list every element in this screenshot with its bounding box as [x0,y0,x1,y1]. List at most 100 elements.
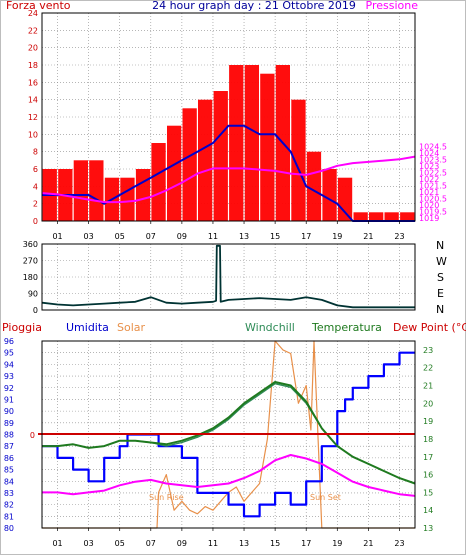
humidity-frame [41,340,416,529]
humidity-title: Umidita [66,321,109,334]
temperature-ytick-21: 21 [423,382,433,391]
wind-gust-bar-20 [353,212,368,221]
rain-zero-label: 0 [30,431,35,440]
wind-gust-bar-5 [120,177,135,221]
solar-line [42,340,415,529]
wind-xtick-19: 19 [332,232,342,241]
pressure-ytick-1024: 1024 [419,149,439,158]
humidity-ytick-92: 92 [4,384,14,393]
pressure-title: Pressione [366,0,419,12]
direction-label-n-bottom: N [436,303,444,316]
temperature-ytick-14: 14 [423,506,433,515]
wind-gust-bar-19 [337,177,353,221]
humidity-ytick-96: 96 [4,337,14,346]
pressure-ytick-1024.5: 1024.5 [419,142,447,151]
temperature-ytick-19: 19 [423,417,433,426]
wind-gust-bar-12 [229,65,244,221]
wind-xtick-11: 11 [208,232,218,241]
wind-xtick-23: 23 [394,232,404,241]
wind-ytick-10: 10 [28,130,38,139]
wind-speed-title: Forza vento [6,0,71,12]
temperature-line [42,381,416,485]
humidity-xtick-23: 23 [394,539,404,548]
wind-gust-bar-22 [384,212,399,221]
temperature-ytick-17: 17 [423,453,433,462]
humidity-xtick-11: 11 [208,539,218,548]
temperature-ytick-22: 22 [423,364,433,373]
wind-xtick-07: 07 [146,232,156,241]
pressure-ytick-1021.5: 1021.5 [419,181,447,190]
direction-label-e: E [437,287,444,300]
pressure-ytick-1020: 1020 [419,201,439,210]
humidity-xtick-05: 05 [115,539,125,548]
wind-gust-bar-16 [291,99,306,221]
direction-label-s: S [437,271,444,284]
wind-xtick-15: 15 [270,232,280,241]
wind-ytick-14: 14 [28,96,38,105]
wind-ytick-12: 12 [28,113,38,122]
direction-ytick-90: 90 [28,290,38,299]
wind-gust-bar-3 [89,160,104,221]
direction-label-n-top: N [436,239,444,252]
sunrise-label: Sun Rise [149,493,184,502]
wind-gust-bar-23 [400,212,415,221]
direction-line [41,244,415,309]
wind-xtick-13: 13 [239,232,249,241]
pressure-ytick-1022: 1022 [419,175,439,184]
wind-gust-bar-2 [73,160,88,221]
wind-xtick-01: 01 [52,232,62,241]
temperature-ytick-13: 13 [423,524,433,533]
wind-xtick-03: 03 [84,232,94,241]
direction-label-w: W [436,255,447,268]
humidity-xtick-17: 17 [301,539,311,548]
wind-xtick-17: 17 [301,232,311,241]
wind-gust-bar-6 [135,169,151,221]
wind-gust-bar-11 [213,91,228,221]
series-layer [38,65,416,529]
humidity-xtick-21: 21 [363,539,373,548]
pressure-ytick-1019.5: 1019.5 [419,207,447,216]
humidity-ytick-90: 90 [4,407,14,416]
frame-layer [41,12,416,531]
wind-gust-bar-14 [260,73,275,221]
pressure-ytick-1023.5: 1023.5 [419,155,447,164]
temperature-ytick-20: 20 [423,399,433,408]
wind-ytick-4: 4 [33,182,38,191]
humidity-xtick-15: 15 [270,539,280,548]
temperature-ytick-18: 18 [423,435,433,444]
direction-ytick-0: 0 [33,306,38,315]
wind-ytick-22: 22 [28,26,38,35]
dewpoint-title: Dew Point (°C) [393,321,466,334]
wind-xtick-05: 05 [115,232,125,241]
humidity-ytick-80: 80 [4,524,14,533]
humidity-xtick-19: 19 [332,539,342,548]
windchill-title: Windchill [245,321,295,334]
humidity-ytick-81: 81 [4,512,14,521]
wind-frame [41,12,416,222]
wind-ytick-2: 2 [33,200,38,209]
wind-gust-bar-13 [244,65,259,221]
humidity-xtick-09: 09 [177,539,187,548]
wind-gust-bar-8 [167,125,182,221]
humidity-ytick-83: 83 [4,489,14,498]
sunset-label: Sun Set [310,493,341,502]
wind-ytick-20: 20 [28,44,38,53]
humidity-xtick-07: 07 [146,539,156,548]
chart-title: 24 hour graph day : 21 Ottobre 2019 [152,0,356,12]
direction-ytick-360: 360 [23,240,38,249]
temperature-title: Temperatura [311,321,382,334]
temperature-ytick-23: 23 [423,346,433,355]
wind-ytick-8: 8 [33,148,38,157]
direction-frame [41,243,416,311]
temperature-ytick-16: 16 [423,471,433,480]
rain-title: Pioggia [2,321,42,334]
solar-title: Solar [117,321,146,334]
wind-xtick-21: 21 [363,232,373,241]
humidity-xtick-03: 03 [84,539,94,548]
wind-ytick-18: 18 [28,61,38,70]
wind-gust-bar-10 [198,99,213,221]
wind-gust-bar-18 [322,169,337,221]
humidity-ytick-93: 93 [4,372,14,381]
